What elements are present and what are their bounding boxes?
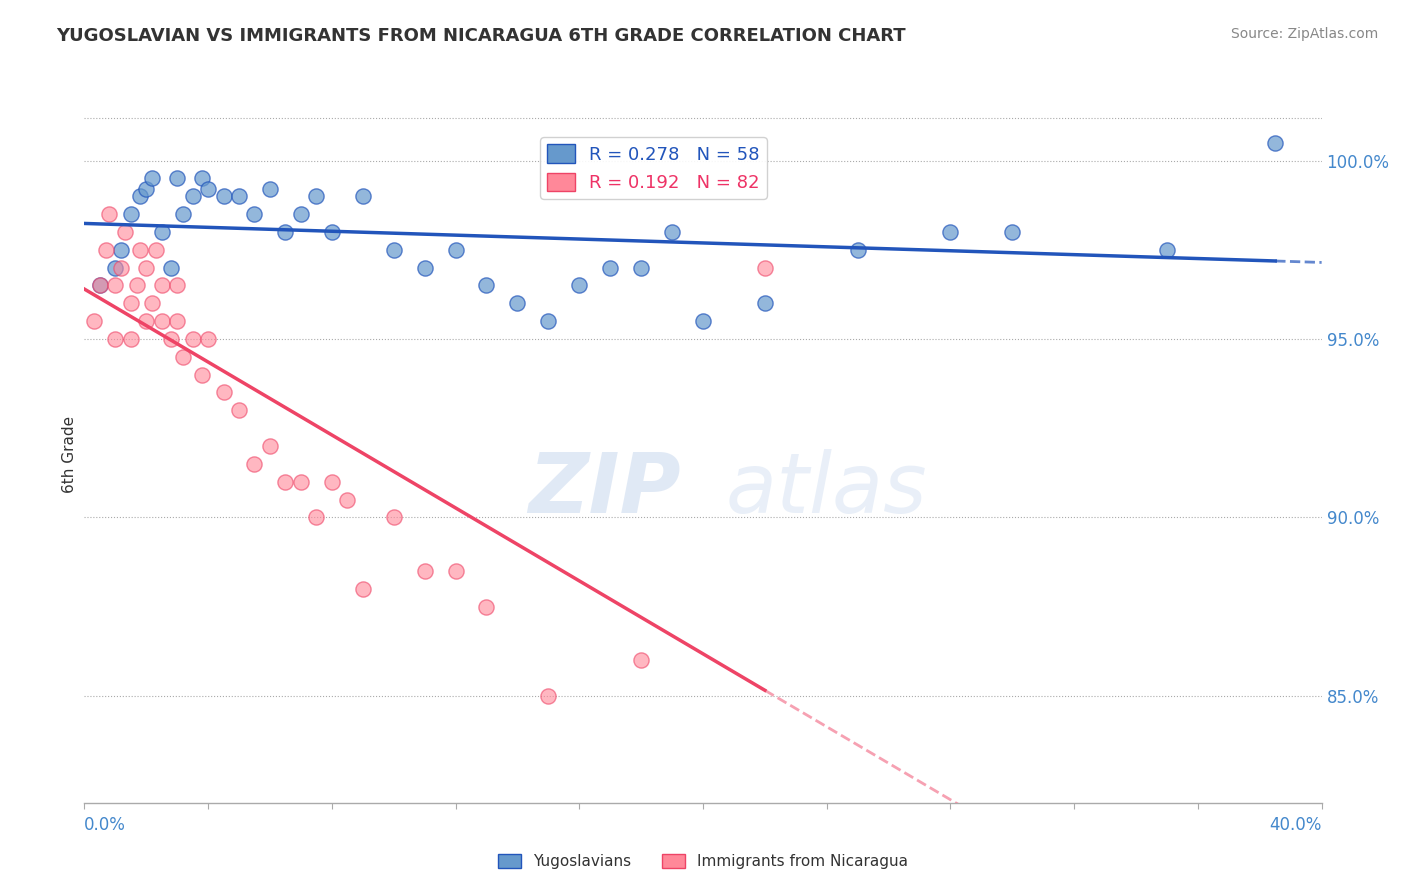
Point	[754, 260, 776, 275]
Text: 40.0%: 40.0%	[1270, 816, 1322, 834]
Point	[413, 260, 436, 275]
Point	[212, 189, 235, 203]
Point	[290, 207, 312, 221]
Point	[290, 475, 312, 489]
Point	[537, 689, 560, 703]
Point	[846, 243, 869, 257]
Point	[129, 243, 152, 257]
Point	[110, 260, 132, 275]
Point	[104, 260, 127, 275]
Point	[114, 225, 136, 239]
Point	[172, 207, 194, 221]
Legend: R = 0.278   N = 58, R = 0.192   N = 82: R = 0.278 N = 58, R = 0.192 N = 82	[540, 137, 766, 199]
Point	[141, 296, 163, 310]
Text: ZIP: ZIP	[527, 450, 681, 530]
Point	[150, 278, 173, 293]
Point	[181, 332, 204, 346]
Point	[630, 653, 652, 667]
Point	[274, 225, 297, 239]
Point	[129, 189, 152, 203]
Point	[475, 599, 498, 614]
Point	[939, 225, 962, 239]
Legend: Yugoslavians, Immigrants from Nicaragua: Yugoslavians, Immigrants from Nicaragua	[492, 848, 914, 875]
Text: YUGOSLAVIAN VS IMMIGRANTS FROM NICARAGUA 6TH GRADE CORRELATION CHART: YUGOSLAVIAN VS IMMIGRANTS FROM NICARAGUA…	[56, 27, 905, 45]
Point	[166, 278, 188, 293]
Text: 0.0%: 0.0%	[84, 816, 127, 834]
Point	[1264, 136, 1286, 150]
Point	[135, 182, 157, 196]
Point	[110, 243, 132, 257]
Text: Source: ZipAtlas.com: Source: ZipAtlas.com	[1230, 27, 1378, 41]
Point	[120, 332, 142, 346]
Point	[94, 243, 117, 257]
Point	[382, 510, 405, 524]
Point	[1156, 243, 1178, 257]
Point	[243, 207, 266, 221]
Point	[135, 260, 157, 275]
Point	[150, 225, 173, 239]
Point	[259, 182, 281, 196]
Point	[145, 243, 167, 257]
Point	[243, 457, 266, 471]
Point	[228, 403, 250, 417]
Point	[754, 296, 776, 310]
Point	[120, 296, 142, 310]
Point	[336, 492, 359, 507]
Point	[160, 332, 183, 346]
Point	[274, 475, 297, 489]
Point	[413, 564, 436, 578]
Point	[444, 564, 467, 578]
Point	[104, 278, 127, 293]
Point	[150, 314, 173, 328]
Point	[166, 171, 188, 186]
Point	[352, 189, 374, 203]
Point	[599, 260, 621, 275]
Point	[181, 189, 204, 203]
Text: atlas: atlas	[725, 450, 928, 530]
Point	[191, 171, 214, 186]
Point	[444, 243, 467, 257]
Point	[305, 189, 328, 203]
Point	[228, 189, 250, 203]
Point	[160, 260, 183, 275]
Point	[135, 314, 157, 328]
Point	[166, 314, 188, 328]
Point	[321, 475, 343, 489]
Point	[661, 225, 683, 239]
Point	[197, 332, 219, 346]
Point	[89, 278, 111, 293]
Point	[191, 368, 214, 382]
Point	[537, 314, 560, 328]
Point	[692, 314, 714, 328]
Point	[83, 314, 105, 328]
Point	[382, 243, 405, 257]
Point	[321, 225, 343, 239]
Point	[352, 582, 374, 596]
Point	[305, 510, 328, 524]
Point	[630, 260, 652, 275]
Point	[197, 182, 219, 196]
Point	[506, 296, 529, 310]
Point	[125, 278, 148, 293]
Point	[475, 278, 498, 293]
Point	[568, 278, 591, 293]
Point	[1001, 225, 1024, 239]
Point	[212, 385, 235, 400]
Point	[98, 207, 121, 221]
Point	[141, 171, 163, 186]
Point	[120, 207, 142, 221]
Point	[89, 278, 111, 293]
Y-axis label: 6th Grade: 6th Grade	[62, 417, 77, 493]
Point	[172, 350, 194, 364]
Point	[104, 332, 127, 346]
Point	[259, 439, 281, 453]
